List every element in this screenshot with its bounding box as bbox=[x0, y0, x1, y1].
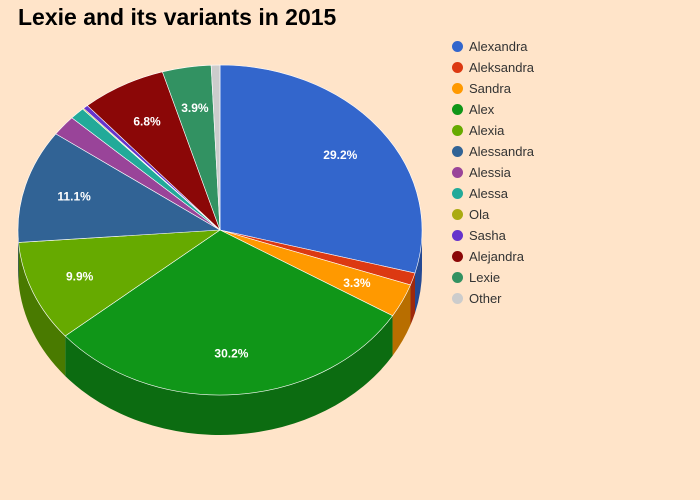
legend-item-alessia[interactable]: Alessia bbox=[452, 162, 534, 183]
legend-swatch bbox=[452, 83, 463, 94]
legend-label: Sandra bbox=[469, 81, 511, 96]
slice-label-alessandra: 11.1% bbox=[57, 190, 91, 204]
legend-label: Alexia bbox=[469, 123, 505, 138]
legend: Alexandra Aleksandra Sandra Alex Alexia Aless… bbox=[452, 36, 534, 309]
pie-labels: 29.2% 3.3% 30.2% 9.9% 11.1% 6.8% 3.9% bbox=[57, 101, 370, 360]
legend-item-sasha[interactable]: Sasha bbox=[452, 225, 534, 246]
legend-label: Lexie bbox=[469, 270, 501, 285]
legend-swatch bbox=[452, 293, 463, 304]
legend-item-other[interactable]: Other bbox=[452, 288, 534, 309]
legend-label: Alessa bbox=[469, 186, 509, 201]
pie-slice-alex[interactable] bbox=[64, 229, 394, 396]
legend-item-alex[interactable]: Alex bbox=[452, 99, 534, 120]
legend-label: Alejandra bbox=[469, 249, 524, 264]
pie-slices bbox=[17, 64, 423, 396]
pie-side-sandra bbox=[392, 284, 411, 356]
legend-label: Aleksandra bbox=[469, 60, 535, 75]
legend-label: Alex bbox=[469, 102, 495, 117]
pie-side-walls bbox=[18, 230, 422, 435]
legend-item-alexia[interactable]: Alexia bbox=[452, 120, 534, 141]
slice-label-alejandra: 6.8% bbox=[133, 115, 161, 129]
legend-swatch bbox=[452, 62, 463, 73]
legend-swatch bbox=[452, 41, 463, 52]
legend-label: Alessandra bbox=[469, 144, 535, 159]
pie-slice-alexandra[interactable] bbox=[219, 64, 423, 274]
slice-label-lexie: 3.9% bbox=[181, 101, 209, 115]
legend-swatch bbox=[452, 230, 463, 241]
legend-item-sandra[interactable]: Sandra bbox=[452, 78, 534, 99]
legend-item-aleksandra[interactable]: Aleksandra bbox=[452, 57, 534, 78]
pie-slice-alessandra[interactable] bbox=[17, 133, 222, 243]
slice-label-alexandra: 29.2% bbox=[323, 148, 357, 162]
slice-label-alex: 30.2% bbox=[214, 346, 248, 360]
pie-side-alexia bbox=[18, 242, 66, 376]
slice-label-alexia: 9.9% bbox=[66, 270, 94, 284]
legend-swatch bbox=[452, 209, 463, 220]
legend-item-ola[interactable]: Ola bbox=[452, 204, 534, 225]
legend-swatch bbox=[452, 167, 463, 178]
legend-label: Alexandra bbox=[469, 39, 528, 54]
pie-side-aleksandra bbox=[410, 273, 416, 325]
pie-slice-other[interactable] bbox=[210, 64, 221, 231]
legend-swatch bbox=[452, 272, 463, 283]
legend-item-alessa[interactable]: Alessa bbox=[452, 183, 534, 204]
legend-swatch bbox=[452, 104, 463, 115]
pie-slice-alexia[interactable] bbox=[18, 229, 222, 337]
legend-label: Ola bbox=[469, 207, 490, 222]
slice-label-sandra: 3.3% bbox=[343, 276, 371, 290]
legend-item-lexie[interactable]: Lexie bbox=[452, 267, 534, 288]
legend-item-alessandra[interactable]: Alessandra bbox=[452, 141, 534, 162]
pie-side-alex bbox=[65, 315, 393, 435]
legend-swatch bbox=[452, 146, 463, 157]
legend-swatch bbox=[452, 125, 463, 136]
legend-label: Alessia bbox=[469, 165, 511, 180]
pie-side-alexandra bbox=[415, 230, 422, 314]
legend-item-alejandra[interactable]: Alejandra bbox=[452, 246, 534, 267]
legend-label: Sasha bbox=[469, 228, 506, 243]
legend-swatch bbox=[452, 251, 463, 262]
legend-item-alexandra[interactable]: Alexandra bbox=[452, 36, 534, 57]
legend-swatch bbox=[452, 188, 463, 199]
chart-title: Lexie and its variants in 2015 bbox=[18, 4, 337, 30]
legend-label: Other bbox=[469, 291, 502, 306]
